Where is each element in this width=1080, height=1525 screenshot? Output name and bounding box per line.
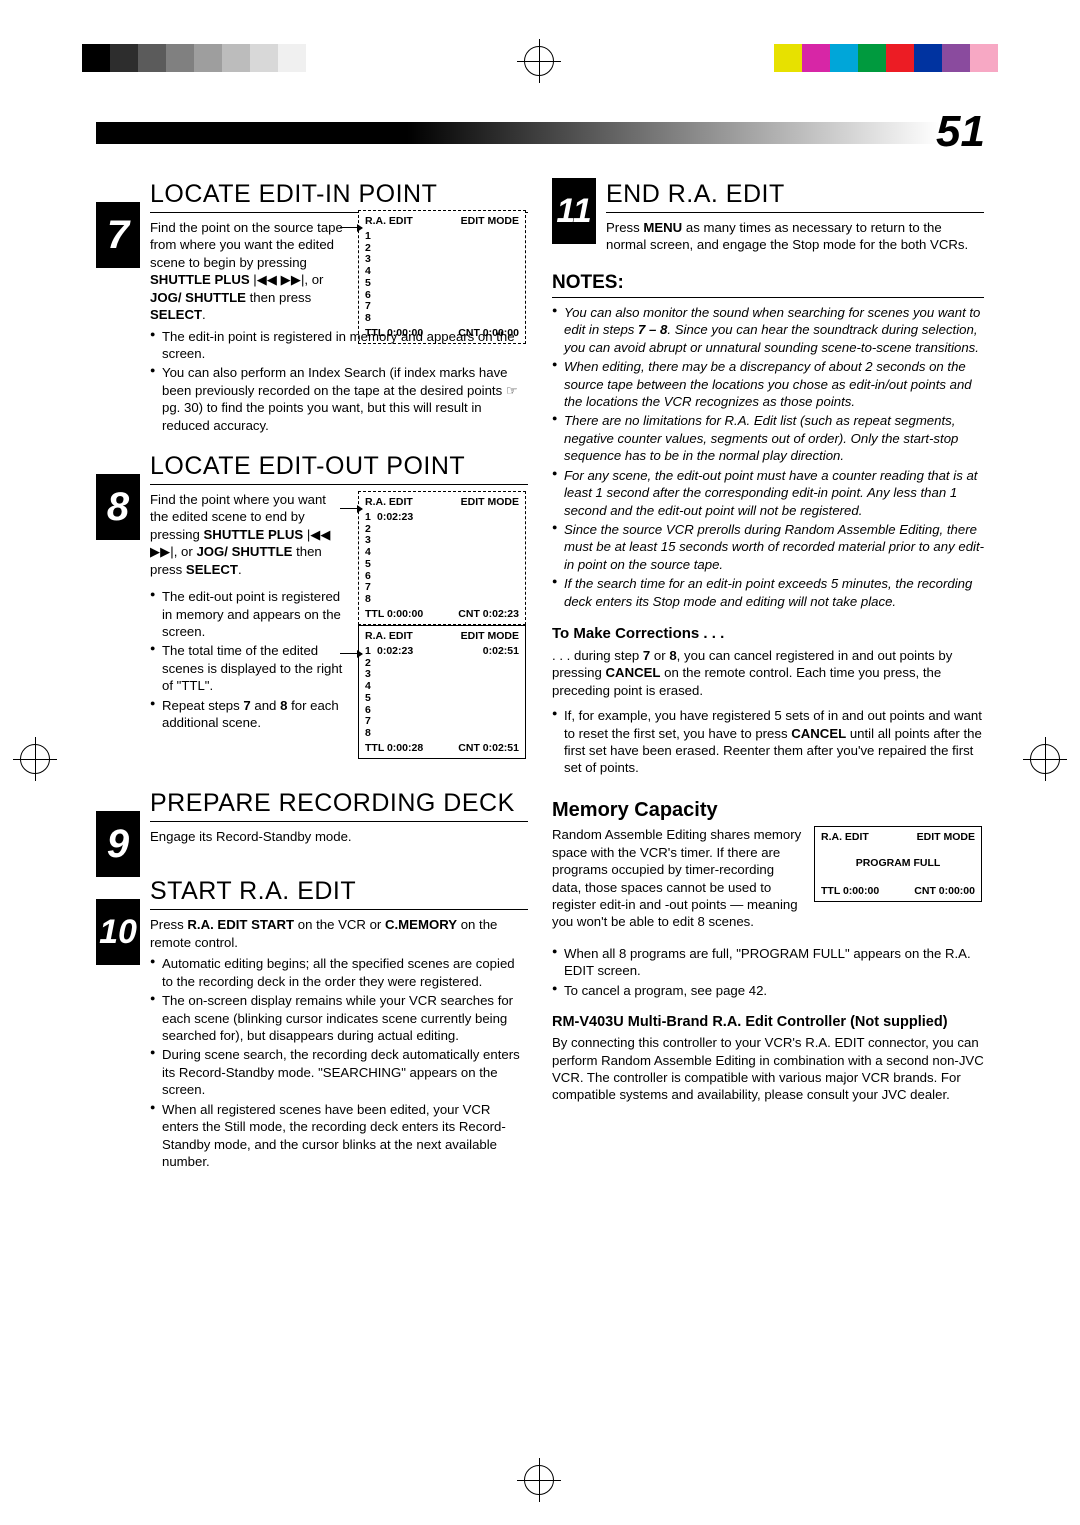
- step-10: 10 START R.A. EDIT Press R.A. EDIT START…: [96, 875, 528, 1170]
- osd-panel-step7: R.A. EDITEDIT MODE 12345678 TTL 0:00:00C…: [358, 210, 526, 344]
- memory-intro: Random Assemble Editing shares memory sp…: [552, 826, 802, 931]
- step9-intro: Engage its Record-Standby mode.: [150, 828, 528, 845]
- step-title-7: LOCATE EDIT-IN POINT: [150, 178, 528, 213]
- step11-intro: Press MENU as many times as necessary to…: [606, 219, 984, 254]
- step7-intro: Find the point on the source tape from w…: [150, 219, 350, 324]
- step7-bullets: The edit-in point is registered in memor…: [150, 328, 528, 435]
- crosshair-bottom: [524, 1465, 554, 1495]
- step-number-8: 8: [96, 474, 140, 540]
- step8-bullets: The edit-out point is registered in memo…: [150, 588, 348, 731]
- osd-panel-step8b: R.A. EDITEDIT MODE 10:02:230:02:51234567…: [358, 625, 526, 759]
- step-11: 11 END R.A. EDIT Press MENU as many time…: [552, 178, 984, 254]
- step-number-10: 10: [96, 899, 140, 965]
- cursor-arrow-icon: [340, 508, 362, 509]
- step10-intro: Press R.A. EDIT START on the VCR or C.ME…: [150, 916, 528, 951]
- corrections-text: . . . during step 7 or 8, you can cancel…: [552, 647, 984, 699]
- step-title-8: LOCATE EDIT-OUT POINT: [150, 450, 528, 485]
- step-9: 9 PREPARE RECORDING DECK Engage its Reco…: [96, 787, 528, 845]
- step8-intro: Find the point where you want the edited…: [150, 491, 340, 578]
- crosshair-top: [524, 46, 554, 76]
- step-number-9: 9: [96, 811, 140, 877]
- step-title-11: END R.A. EDIT: [606, 178, 984, 213]
- cursor-arrow-icon: [340, 227, 362, 228]
- corrections-heading: To Make Corrections . . .: [552, 624, 984, 644]
- header-gradient: [96, 122, 984, 144]
- crosshair-right: [1030, 744, 1060, 774]
- memory-bullets: When all 8 programs are full, "PROGRAM F…: [552, 945, 984, 999]
- memory-heading: Memory Capacity: [552, 797, 984, 823]
- osd-panel-program-full: R.A. EDITEDIT MODE PROGRAM FULL TTL 0:00…: [814, 826, 982, 902]
- left-column: 7 LOCATE EDIT-IN POINT Find the point on…: [96, 178, 528, 1186]
- crosshair-left: [20, 744, 50, 774]
- osd-panel-step8a: R.A. EDITEDIT MODE 10:02:232345678 TTL 0…: [358, 491, 526, 625]
- notes-heading: NOTES:: [552, 270, 984, 298]
- corrections-bullet: If, for example, you have registered 5 s…: [552, 707, 984, 777]
- controller-heading: RM-V403U Multi-Brand R.A. Edit Controlle…: [552, 1013, 984, 1031]
- step10-bullets: Automatic editing begins; all the specif…: [150, 955, 528, 1170]
- step-title-9: PREPARE RECORDING DECK: [150, 787, 528, 822]
- controller-body: By connecting this controller to your VC…: [552, 1034, 984, 1104]
- step-8: 8 LOCATE EDIT-OUT POINT Find the point w…: [96, 450, 528, 771]
- step-7: 7 LOCATE EDIT-IN POINT Find the point on…: [96, 178, 528, 434]
- step-title-10: START R.A. EDIT: [150, 875, 528, 910]
- page-number: 51: [936, 107, 985, 157]
- step-number-7: 7: [96, 202, 140, 268]
- right-column: 11 END R.A. EDIT Press MENU as many time…: [552, 178, 984, 1186]
- step-number-11: 11: [552, 178, 596, 244]
- notes-list: You can also monitor the sound when sear…: [552, 304, 984, 610]
